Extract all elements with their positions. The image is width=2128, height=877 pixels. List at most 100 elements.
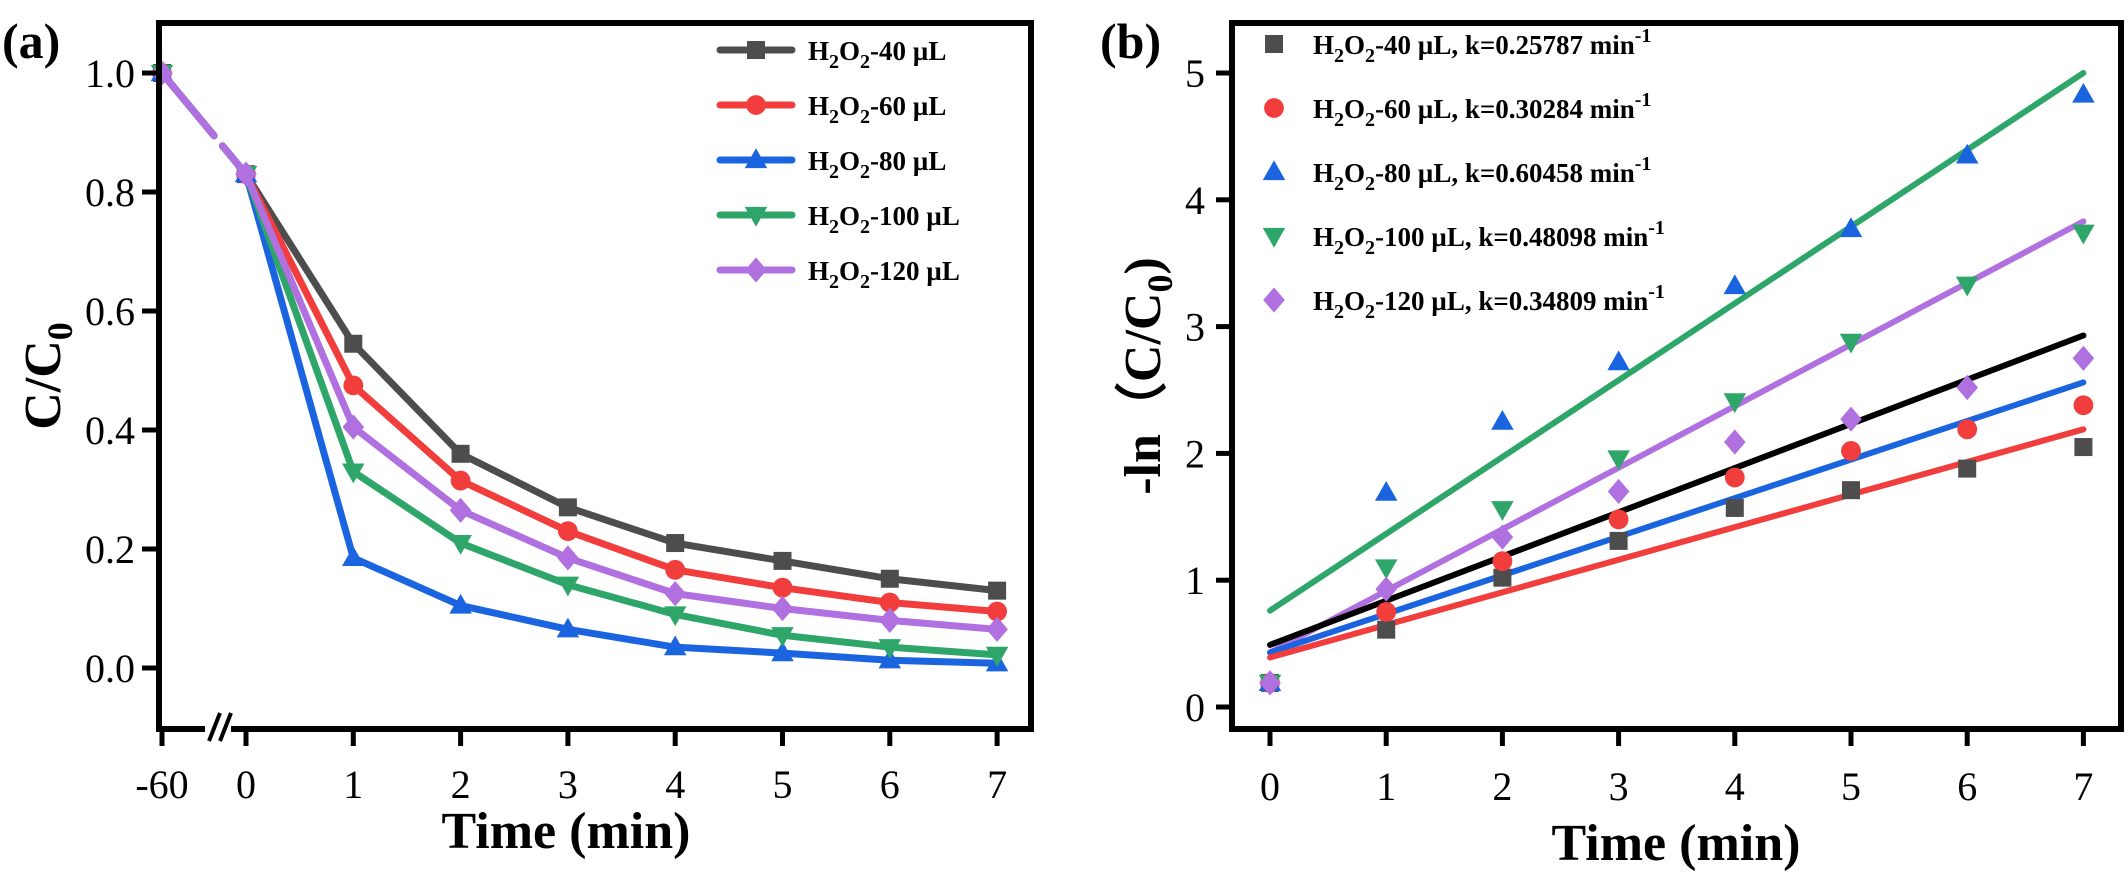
data-point [664, 581, 686, 607]
fit-line [1267, 379, 2087, 656]
y-tick-label: 0.4 [85, 408, 135, 453]
legend-label-part: -60 µL [870, 91, 946, 121]
legend-marker [745, 257, 767, 283]
legend-label: H2O2-100 µL [808, 201, 960, 238]
data-point [558, 521, 578, 542]
data-point [1724, 429, 1746, 455]
panel-b-x-axis-title: Time (min) [1552, 815, 1801, 872]
data-point [556, 617, 580, 638]
data-point [450, 470, 471, 491]
legend-label-part: O [1344, 30, 1365, 60]
panel-b-y-title-main: -ln（C/C [1114, 293, 1172, 495]
legend-label-superscript: -1 [1635, 153, 1652, 175]
data-point [1955, 143, 1979, 164]
x-tick-label: 6 [1957, 764, 1977, 809]
y-tick-label: 0.0 [85, 646, 135, 691]
legend-label-part: O [839, 256, 860, 286]
data-point [1259, 670, 1281, 696]
data-point [2074, 438, 2093, 457]
data-point [344, 334, 363, 353]
legend-label-part: H [1313, 222, 1334, 252]
legend-label: H2O2-120 µL, k=0.34809 min-1 [1313, 281, 1665, 323]
legend-label-part: H [1313, 30, 1334, 60]
data-point [666, 534, 685, 553]
data-point [451, 444, 470, 463]
y-tick-label: 0.8 [85, 170, 135, 215]
legend-label-part: -100 µL [870, 201, 960, 231]
fit-line [1267, 70, 2087, 614]
legend-label-part: -100 µL, k=0.48098 min [1375, 222, 1648, 252]
legend-label-part: 2 [860, 51, 870, 73]
legend-label-part: 2 [1334, 173, 1344, 195]
panel-b-y-ticks: 0 1 2 3 4 5 [1185, 51, 1232, 730]
legend-label-part: 2 [829, 106, 839, 128]
data-point [879, 592, 900, 613]
data-point [342, 463, 365, 484]
legend-label-part: 2 [829, 216, 839, 238]
legend-item: H2O2-100 µL, k=0.48098 min-1 [1262, 217, 1665, 259]
data-point [1376, 602, 1397, 622]
legend-marker [744, 148, 768, 169]
panel-a-x-ticks: -60 0 1 2 3 4 5 6 7 [135, 729, 1007, 807]
legend-label-part: O [839, 201, 860, 231]
legend-marker [1265, 35, 1283, 53]
fit-line [1267, 426, 2087, 661]
legend-label-superscript: -1 [1635, 89, 1652, 111]
legend-marker [1264, 98, 1284, 118]
x-tick-label: 6 [880, 762, 900, 807]
data-point [878, 639, 902, 659]
y-tick-label: 1 [1185, 558, 1205, 603]
legend-label-part: 2 [1365, 109, 1375, 131]
panel-b-y-title-sub: 0 [1140, 275, 1180, 293]
legend-item: H2O2-40 µL [716, 36, 946, 73]
legend-item: H2O2-40 µL, k=0.25787 min-1 [1265, 25, 1651, 67]
data-point [556, 576, 580, 597]
x-tick-label: 4 [1725, 764, 1745, 809]
data-point [772, 577, 793, 598]
data-point [342, 414, 365, 440]
panel-b-frame [1229, 20, 2124, 732]
y-tick-label: 4 [1185, 178, 1205, 223]
data-point [2073, 395, 2094, 416]
legend-label-part: 2 [1334, 301, 1344, 323]
x-tick-label: 7 [987, 762, 1007, 807]
x-tick-label: 3 [558, 762, 578, 807]
legend-label-part: H [1313, 94, 1334, 124]
data-point [1491, 501, 1514, 521]
data-point [879, 607, 901, 633]
panel-a-plot-area [150, 60, 1009, 672]
legend-label-part: -80 µL, k=0.60458 min [1375, 158, 1635, 188]
x-tick-label: 7 [2073, 764, 2093, 809]
data-point [342, 546, 365, 567]
panel-a-x-axis-title: Time (min) [442, 803, 691, 860]
data-point [1492, 551, 1513, 572]
legend-label-part: -40 µL, k=0.25787 min [1375, 30, 1635, 60]
y-tick-label: 0 [1185, 685, 1205, 730]
legend-label-part: O [839, 91, 860, 121]
panel-a-y-title-sub: 0 [40, 322, 80, 340]
legend-label-part: 2 [860, 216, 870, 238]
data-point [449, 593, 472, 614]
x-tick-label: 2 [1492, 764, 1512, 809]
legend-marker [747, 41, 765, 59]
data-point [343, 375, 364, 396]
x-tick-label: 4 [665, 762, 685, 807]
legend-marker [1262, 227, 1286, 248]
data-point [1840, 406, 1862, 432]
legend-label: H2O2-80 µL, k=0.60458 min-1 [1313, 153, 1651, 195]
legend-label-part: H [808, 91, 829, 121]
legend-label-part: -40 µL [870, 36, 946, 66]
legend-label-part: O [839, 36, 860, 66]
data-point [985, 646, 1009, 667]
data-point [1374, 481, 1398, 501]
x-tick-label: 1 [1376, 764, 1396, 809]
data-point [557, 545, 579, 571]
data-point [880, 569, 899, 588]
panel-a-frame [156, 20, 1034, 732]
data-point [665, 559, 686, 580]
legend-item: H2O2-60 µL [716, 91, 946, 128]
data-point [1491, 410, 1514, 430]
legend-label-part: 2 [1334, 237, 1344, 259]
